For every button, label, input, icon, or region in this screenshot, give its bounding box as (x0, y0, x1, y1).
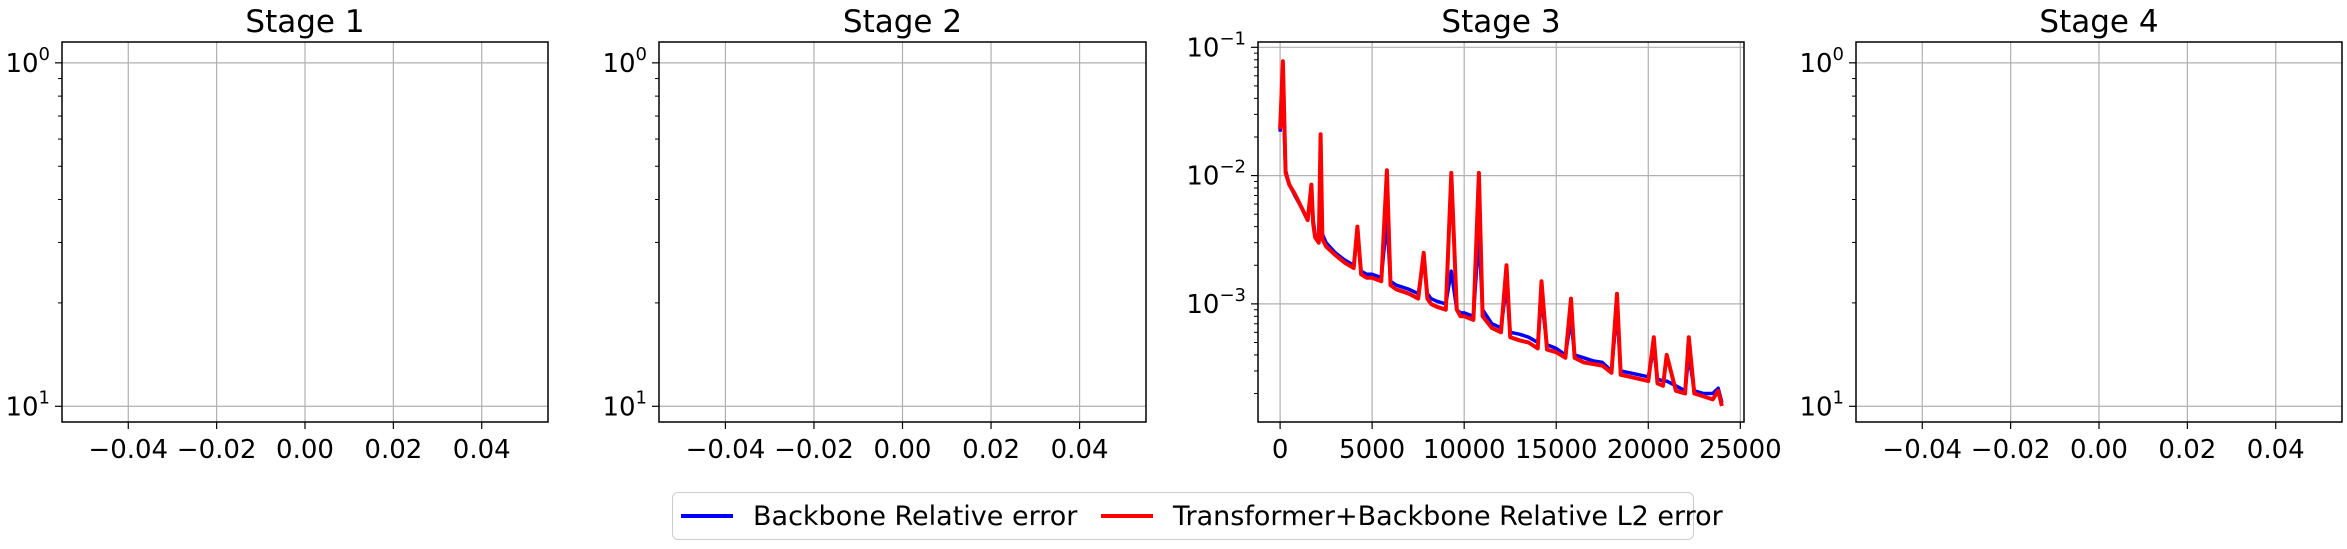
axes-frame (61, 41, 549, 423)
legend-swatch-backbone (681, 514, 733, 518)
y-tick-label: 10−1 (1186, 28, 1246, 63)
chart-panel-3: 0 5000 10000 15000 20000 25000 10−1 10−2 10−3 Sta… (1186, 4, 1781, 465)
axes-frame (1855, 41, 2343, 423)
axes-frame (1257, 41, 1745, 423)
axes-frame (658, 41, 1147, 423)
legend-label-backbone: Backbone Relative error (753, 500, 1078, 532)
x-tick-label: 0.02 (364, 435, 422, 465)
y-tick-label: 100 (5, 44, 50, 79)
y-tick-label: 101 (602, 387, 647, 422)
x-tick-label: −0.04 (1882, 435, 1962, 465)
x-tick-label: 0.04 (453, 435, 511, 465)
series-line-transformer (1278, 59, 1724, 407)
legend-item-transformer: Transformer+Backbone Relative L2 error (1101, 493, 1723, 539)
x-tick-label: 0.02 (2158, 435, 2216, 465)
x-tick-label: 0 (1272, 435, 1289, 465)
x-tick-label: 5000 (1339, 435, 1405, 465)
panel-title: Stage 2 (843, 4, 962, 40)
x-tick-label: −0.02 (1971, 435, 2051, 465)
x-tick-label: 0.04 (2247, 435, 2305, 465)
x-tick-label: −0.04 (88, 435, 168, 465)
x-tick-label: 0.00 (276, 435, 334, 465)
x-tick-label: −0.02 (774, 435, 854, 465)
x-tick-label: 20000 (1607, 435, 1690, 465)
x-tick-label: 15000 (1515, 435, 1598, 465)
x-tick-label: 10000 (1423, 435, 1506, 465)
x-tick-label: 0.00 (2070, 435, 2128, 465)
x-tick-label: 0.00 (874, 435, 932, 465)
y-tick-label: 100 (1799, 44, 1844, 79)
x-tick-label: −0.02 (177, 435, 257, 465)
chart-panel-2: −0.04 −0.02 0.00 0.02 0.04 101 100 Stage 2 (602, 4, 1147, 465)
x-tick-label: 0.04 (1051, 435, 1109, 465)
panel-title: Stage 3 (1441, 4, 1560, 40)
y-tick-label: 10−3 (1186, 285, 1246, 320)
y-tick-label: 10−2 (1186, 157, 1246, 192)
panel-title: Stage 4 (2039, 4, 2158, 40)
legend-swatch-transformer (1101, 514, 1153, 518)
y-tick-label: 100 (602, 44, 647, 79)
panel-title: Stage 1 (245, 4, 364, 40)
y-tick-label: 101 (1799, 387, 1844, 422)
x-tick-label: 0.02 (962, 435, 1020, 465)
chart-panel-1: −0.04 −0.02 0.00 0.02 0.04 101 100 Stage 1 (5, 4, 549, 465)
chart-panel-4: −0.04 −0.02 0.00 0.02 0.04 101 100 Stage 4 (1799, 4, 2343, 465)
legend-label-transformer: Transformer+Backbone Relative L2 error (1173, 500, 1723, 532)
y-tick-label: 101 (5, 387, 50, 422)
x-tick-label: 25000 (1699, 435, 1782, 465)
x-tick-label: −0.04 (686, 435, 766, 465)
legend: Backbone Relative error Transformer+Back… (672, 492, 1723, 540)
legend-item-backbone: Backbone Relative error (681, 493, 1077, 539)
